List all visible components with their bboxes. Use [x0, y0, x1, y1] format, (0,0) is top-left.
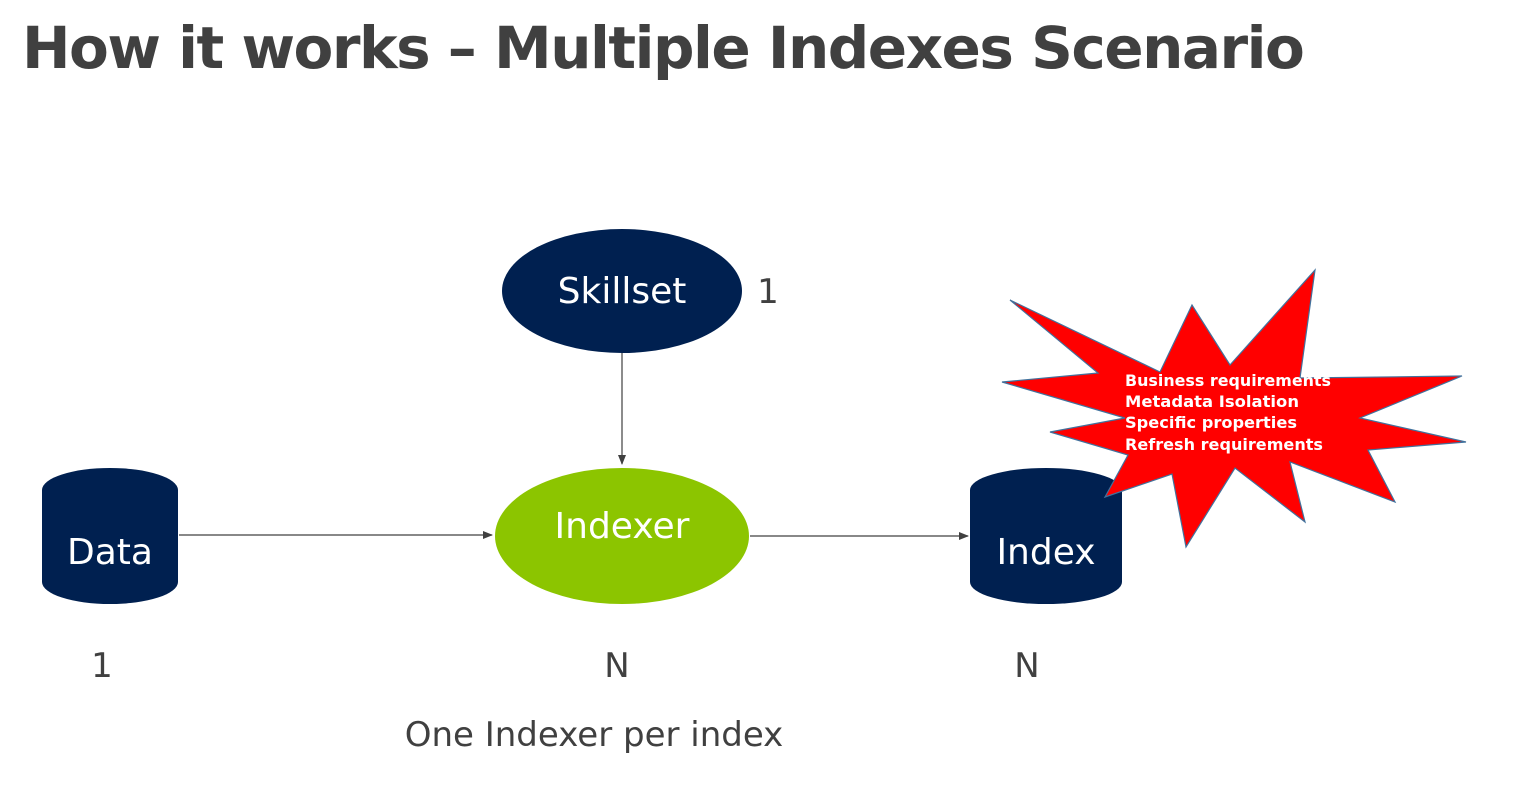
requirements-callout: Business requirements Metadata Isolation… — [1001, 268, 1467, 549]
callout-line-3: Specific properties — [1125, 413, 1297, 432]
skillset-label: Skillset — [558, 271, 687, 312]
index-label: Index — [996, 532, 1095, 573]
indexer-node: Indexer — [495, 468, 749, 604]
data-count: 1 — [91, 646, 113, 686]
callout-line-2: Metadata Isolation — [1125, 392, 1299, 411]
index-node: Index — [970, 468, 1122, 604]
diagram-caption: One Indexer per index — [405, 715, 784, 755]
data-node: Data — [42, 468, 178, 604]
index-count: N — [1014, 646, 1039, 686]
callout-line-1: Business requirements — [1125, 371, 1331, 390]
indexer-count: N — [604, 646, 629, 686]
skillset-node: Skillset — [502, 229, 742, 353]
indexer-label: Indexer — [555, 506, 690, 547]
slide-title: How it works – Multiple Indexes Scenario — [22, 14, 1305, 82]
callout-line-4: Refresh requirements — [1125, 435, 1323, 454]
skillset-count: 1 — [757, 272, 779, 312]
data-label: Data — [67, 532, 153, 573]
starburst-shape — [1001, 268, 1467, 549]
